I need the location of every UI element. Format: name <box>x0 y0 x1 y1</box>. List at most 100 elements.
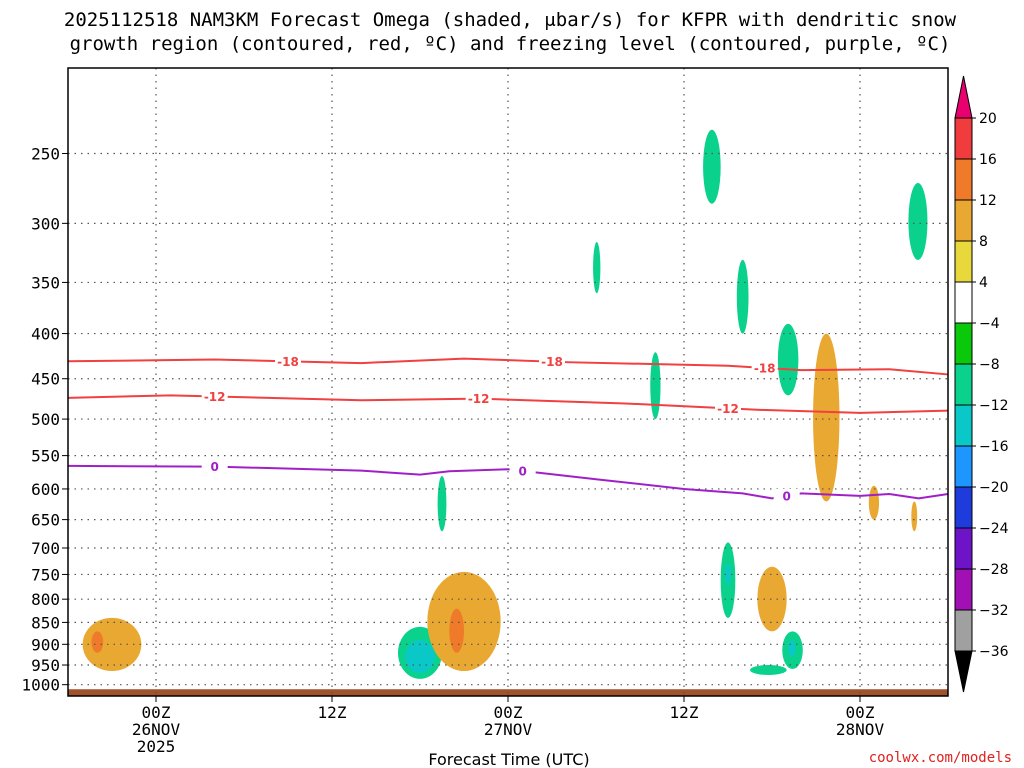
colorbar-label-8: −16 <box>979 439 1009 455</box>
x-tick-label-6-0: 00Z <box>142 703 171 722</box>
contour-label-bg-2-0 <box>201 459 228 473</box>
omega-region-0 <box>82 617 142 672</box>
contour-label-0-0: -18 <box>277 355 299 369</box>
colorbar-label-4: 4 <box>979 275 988 291</box>
omega-region-13 <box>750 665 787 675</box>
chart-title-line-2: growth region (contoured, red, ºC) and f… <box>70 33 951 55</box>
x-tick-label-6-1: 26NOV <box>132 720 181 739</box>
colorbar-segment-7 <box>954 363 973 406</box>
colorbar-segment-3 <box>954 199 973 242</box>
colorbar-top-arrow <box>954 75 973 119</box>
y-tick-label-350: 350 <box>31 273 60 292</box>
omega-region-15 <box>777 323 799 396</box>
contour-label-1-0: -12 <box>204 390 226 404</box>
colorbar-segment-5 <box>954 281 973 324</box>
colorbar-bottom-arrow <box>954 650 973 693</box>
contour-line-2 <box>67 464 949 500</box>
colorbar-label-2: 12 <box>979 193 997 209</box>
omega-region-6 <box>437 475 447 532</box>
contour-line-0 <box>67 357 949 376</box>
colorbar-segment-6 <box>954 322 973 365</box>
omega-region-7 <box>593 242 601 294</box>
colorbar-segment-1 <box>954 117 973 160</box>
contour-label-2-1: 0 <box>518 464 526 478</box>
x-tick-label-30-0: 00Z <box>494 703 523 722</box>
colorbar-segment-9 <box>954 445 973 488</box>
omega-region-4 <box>427 571 501 672</box>
omega-region-5 <box>449 608 464 653</box>
x-tick-label-54-1: 28NOV <box>836 720 885 739</box>
omega-region-18 <box>813 333 840 502</box>
y-tick-label-250: 250 <box>31 144 60 163</box>
omega-region-11 <box>725 564 731 585</box>
colorbar-segment-2 <box>954 158 973 201</box>
contour-label-2-0: 0 <box>210 460 218 474</box>
colorbar-segment-13 <box>954 609 973 652</box>
omega-region-20 <box>911 501 918 532</box>
y-tick-label-500: 500 <box>31 410 60 429</box>
x-tick-label-30-1: 27NOV <box>484 720 533 739</box>
y-tick-label-1000: 1000 <box>21 676 60 695</box>
colorbar-segment-4 <box>954 240 973 283</box>
colorbar-label-12: −32 <box>979 603 1009 619</box>
x-tick-label-54-0: 00Z <box>846 703 875 722</box>
contour-label-bg-1-0 <box>201 389 228 403</box>
omega-region-14 <box>757 566 787 632</box>
contour-label-1-1: -12 <box>468 392 490 406</box>
colorbar-label-3: 8 <box>979 234 988 250</box>
y-tick-label-450: 450 <box>31 370 60 389</box>
omega-region-1 <box>91 631 104 653</box>
contour-label-bg-1-1 <box>465 391 492 405</box>
colorbar-label-11: −28 <box>979 562 1009 578</box>
y-tick-label-650: 650 <box>31 511 60 530</box>
contour-label-bg-2-1 <box>509 463 536 477</box>
contour-label-bg-2-2 <box>773 488 800 502</box>
colorbar-label-10: −24 <box>979 521 1009 537</box>
colorbar-segment-12 <box>954 568 973 611</box>
x-axis-label: Forecast Time (UTC) <box>428 750 589 768</box>
contour-label-bg-0-0 <box>275 354 301 368</box>
y-tick-label-300: 300 <box>31 214 60 233</box>
colorbar-label-1: 16 <box>979 152 997 168</box>
contour-label-0-1: -18 <box>541 355 563 369</box>
colorbar-label-7: −12 <box>979 398 1009 414</box>
contour-label-2-2: 0 <box>782 489 790 503</box>
colorbar-label-6: −8 <box>979 357 1000 373</box>
y-tick-label-400: 400 <box>31 325 60 344</box>
omega-region-12 <box>736 259 749 334</box>
colorbar-segment-8 <box>954 404 973 447</box>
omega-region-19 <box>868 485 880 520</box>
y-tick-label-700: 700 <box>31 539 60 558</box>
omega-region-3 <box>405 640 435 674</box>
contour-label-bg-0-2 <box>751 360 778 374</box>
y-tick-label-850: 850 <box>31 613 60 632</box>
omega-shading <box>82 129 928 679</box>
credit-text: coolwx.com/models <box>869 750 1012 766</box>
colorbar-segment-11 <box>954 527 973 570</box>
contour-label-bg-0-1 <box>539 354 565 368</box>
y-tick-label-600: 600 <box>31 480 60 499</box>
colorbar-segment-10 <box>954 486 973 529</box>
x-tick-label-18-0: 12Z <box>318 703 347 722</box>
contour-label-1-2: -12 <box>717 402 739 416</box>
omega-region-8 <box>650 352 661 420</box>
chart-title-line-1: 2025112518 NAM3KM Forecast Omega (shaded… <box>64 9 957 31</box>
x-tick-label-6-2: 2025 <box>137 737 176 756</box>
x-tick-label-42-0: 12Z <box>670 703 699 722</box>
y-tick-label-900: 900 <box>31 635 60 654</box>
colorbar-label-0: 20 <box>979 111 997 127</box>
omega-region-17 <box>788 640 796 657</box>
colorbar-label-5: −4 <box>979 316 1000 332</box>
omega-region-21 <box>908 182 928 260</box>
colorbar-label-13: −36 <box>979 644 1009 660</box>
y-tick-label-750: 750 <box>31 565 60 584</box>
y-tick-label-950: 950 <box>31 656 60 675</box>
y-tick-label-550: 550 <box>31 447 60 466</box>
contour-label-0-2: -18 <box>754 361 776 375</box>
colorbar: 20 16 12 8 4 −4 −8 −12 −16 −20 −24 −28 −32 −36 <box>954 75 1009 693</box>
contour-label-bg-1-2 <box>715 401 741 415</box>
y-tick-label-800: 800 <box>31 590 60 609</box>
omega-region-9 <box>703 129 721 204</box>
colorbar-label-9: −20 <box>979 480 1009 496</box>
